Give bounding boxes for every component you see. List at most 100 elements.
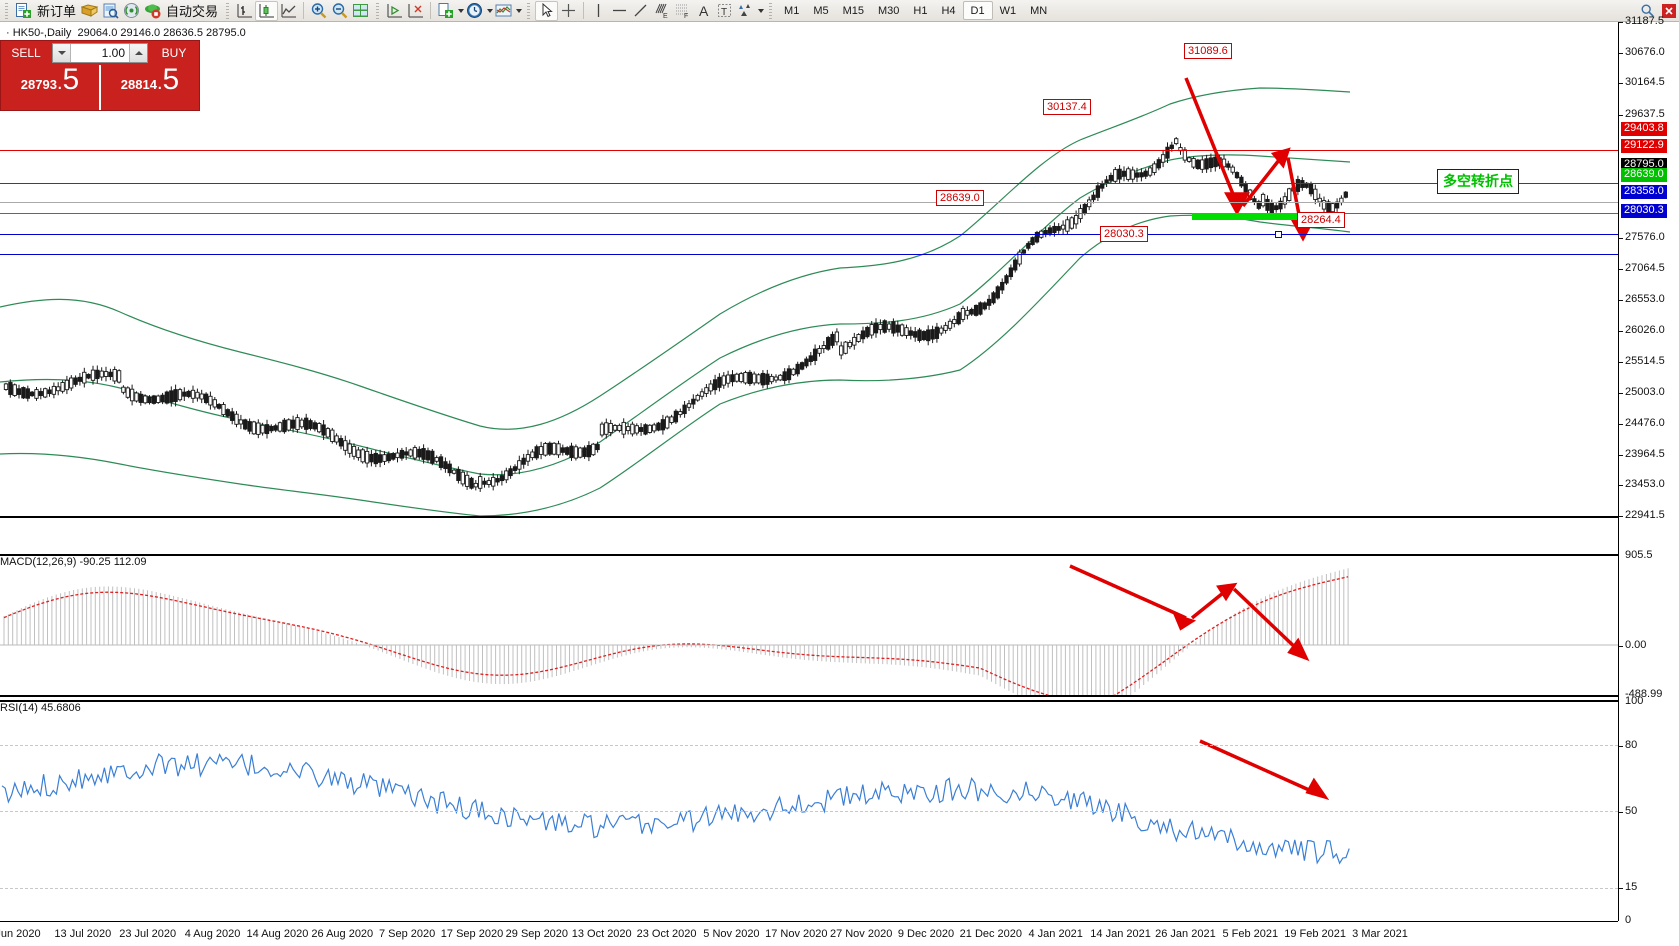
price-axis-tick: 25003.0 [1619,386,1665,398]
toolbar-grip-2[interactable] [224,2,232,19]
timeframe-m1[interactable]: M1 [784,4,800,17]
price-note-30137[interactable]: 30137.4 [1043,99,1091,115]
elliott-wave-icon[interactable]: E [651,1,672,21]
one-click-trade-panel[interactable]: SELL 1.00 BUY 28793. 5 28814. 5 [0,40,200,111]
broadcast-icon[interactable] [121,1,142,21]
bar-chart-icon[interactable] [234,1,255,21]
date-axis-tick: 19 Feb 2021 [1284,928,1347,940]
svg-text:E: E [663,13,668,19]
print-preview-icon[interactable] [100,1,121,21]
price-tag-28358-0[interactable]: 28358.0 [1621,184,1667,199]
level-line-28030 [0,254,1618,255]
sell-button[interactable]: 28793. 5 [1,65,99,110]
toolbar-grip[interactable] [3,2,10,19]
shapes-icon[interactable] [735,1,756,21]
timeframe-m30[interactable]: M30 [878,4,900,17]
macd-pane[interactable] [0,556,1618,695]
rsi-axis-tick: 0 [1625,914,1632,926]
timeframe-mn[interactable]: MN [1030,4,1048,17]
timeframe-m5[interactable]: M5 [813,4,829,17]
trade-panel-controls[interactable]: SELL 1.00 BUY [1,41,199,65]
hline-icon[interactable] [609,1,630,21]
shift-forward-icon[interactable] [384,1,405,21]
price-axis[interactable]: 31187.5 30676.0 30164.5 29637.5 27576.0 27064… [1618,15,1679,926]
zoom-in-icon[interactable] [308,1,329,21]
price-tag-29403-8[interactable]: 29403.8 [1621,121,1667,136]
date-axis-tick: 21 Dec 2020 [959,928,1023,940]
price-tag-28639-0[interactable]: 28639.0 [1621,167,1667,182]
toolbar-grip-4[interactable] [525,2,533,19]
line-chart-icon[interactable] [278,1,299,21]
vline-icon[interactable] [588,1,609,21]
new-order-icon[interactable] [13,1,34,21]
price-note-31089[interactable]: 31089.6 [1184,43,1232,59]
turning-point-note[interactable]: 多空转折点 [1437,169,1519,194]
text-icon[interactable]: A [693,1,714,21]
price-axis-tick: 24476.0 [1619,417,1665,429]
close-icon[interactable] [1658,1,1679,21]
folder-icon[interactable] [79,1,100,21]
volume-increase-button[interactable] [129,44,147,62]
buy-label: BUY [149,41,199,65]
svg-text:A: A [699,3,709,19]
text-label-icon[interactable]: T [714,1,735,21]
toolbar-grip-3[interactable] [374,2,382,19]
macd-chart-canvas [0,564,1618,695]
pane-divider-1 [0,516,1618,518]
price-tag-28030-3[interactable]: 28030.3 [1621,204,1667,219]
price-note-28639[interactable]: 28639.0 [936,190,984,206]
cursor-icon[interactable] [535,0,559,21]
date-axis-tick: 14 Jan 2021 [1090,928,1151,940]
new-order-label[interactable]: 新订单 [37,4,77,19]
sell-price-fraction: 5 [62,63,80,96]
price-axis-tick: 30164.5 [1619,76,1665,88]
price-note-28264[interactable]: 28264.4 [1297,212,1345,228]
timeframe-d1[interactable]: D1 [962,1,993,20]
timeframe-m15[interactable]: M15 [842,4,864,17]
timeframe-h4[interactable]: H4 [941,4,956,17]
main-toolbar[interactable]: 新订单 自动交易 [0,0,1679,22]
volume-input[interactable]: 1.00 [101,46,125,60]
date-axis-tick: 5 Feb 2021 [1222,928,1279,940]
date-axis-tick: 14 Aug 2020 [246,928,309,940]
buy-button[interactable]: 28814. 5 [99,65,199,110]
toolbar-grip-5[interactable] [767,2,775,19]
grid-icon[interactable] [350,1,371,21]
timeframe-w1[interactable]: W1 [999,4,1017,17]
volume-decrease-button[interactable] [53,44,71,62]
expert-advisor-icon[interactable] [142,1,163,21]
indicators-icon[interactable] [493,1,514,21]
level-line-28639 [0,213,1618,214]
price-axis-tick: 26553.0 [1619,293,1665,305]
price-pane[interactable] [0,22,1618,516]
clock-icon[interactable] [464,1,485,21]
timeframe-h1[interactable]: H1 [913,4,928,17]
level-line-28795 [0,202,1618,203]
autotrade-label[interactable]: 自动交易 [166,4,219,19]
template-icon[interactable] [435,1,456,21]
level-handle-28358[interactable] [1275,231,1282,238]
rsi-title: RSI(14) 45.6806 [0,702,81,714]
chevron-down-icon[interactable] [458,8,465,13]
candlestick-chart-icon[interactable] [255,0,279,21]
rsi-axis-tick: 50 [1619,805,1637,817]
crosshair-icon[interactable] [558,1,579,21]
zoom-out-icon[interactable] [329,1,350,21]
search-icon[interactable] [1637,1,1658,21]
chevron-down-icon-2[interactable] [487,8,494,13]
date-axis[interactable]: Jun 2020 13 Jul 2020 23 Jul 2020 4 Aug 2020… [0,921,1618,946]
rsi-pane[interactable] [0,702,1618,921]
trade-panel-prices[interactable]: 28793. 5 28814. 5 [1,65,199,110]
chevron-down-icon-3[interactable] [516,8,523,13]
pane-divider-4 [0,700,1618,702]
price-note-28030[interactable]: 28030.3 [1100,226,1148,242]
volume-stepper[interactable]: 1.00 [52,43,148,63]
price-tag-29122-9[interactable]: 29122.9 [1621,138,1667,153]
rsi-axis-tick: 15 [1619,881,1637,893]
auto-scroll-icon[interactable] [405,1,426,21]
date-axis-tick: 4 Jan 2021 [1028,928,1083,940]
sell-price-integer: 28793 [20,77,57,92]
chevron-down-icon-4[interactable] [758,8,765,13]
fibonacci-icon[interactable]: F [672,1,693,21]
trendline-icon[interactable] [630,1,651,21]
